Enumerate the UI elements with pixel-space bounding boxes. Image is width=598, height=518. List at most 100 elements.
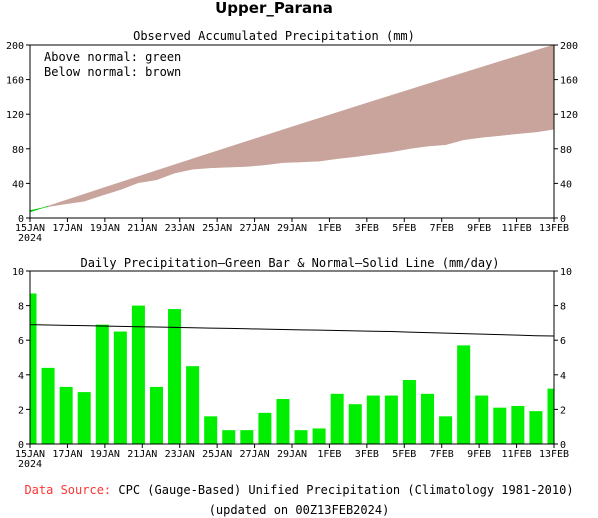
x-tick-label: 13FEB	[539, 223, 569, 234]
x-tick-label: 11FEB	[502, 449, 532, 460]
y-tick-label-left: 10	[12, 267, 24, 278]
accumulated-fill-segment	[156, 164, 175, 181]
daily-bar	[421, 393, 435, 444]
daily-bar	[475, 395, 489, 444]
daily-bar	[168, 309, 182, 444]
bottom-panel-frame	[29, 270, 555, 445]
y-tick-label-left: 0	[18, 440, 24, 451]
top-panel-frame	[29, 44, 555, 219]
x-tick-label: 29JAN	[277, 223, 307, 234]
daily-bar	[402, 379, 416, 444]
x-tick-label: 25JAN	[202, 223, 232, 234]
daily-bar	[529, 411, 543, 444]
daily-bar	[41, 367, 55, 444]
accumulated-fill-segment	[499, 55, 519, 136]
daily-bar	[348, 404, 362, 444]
x-tick-label: 5FEB	[392, 449, 416, 460]
accumulated-fill-segment	[354, 100, 374, 157]
daily-bar	[113, 331, 127, 444]
y-tick-label-left: 120	[6, 110, 24, 121]
daily-bar	[384, 395, 398, 444]
accumulated-fill-segment	[102, 182, 121, 196]
x-tick-label: 1FEB	[317, 223, 341, 234]
y-tick-label-right: 8	[560, 302, 566, 313]
accumulated-fill-segment	[120, 176, 139, 190]
updated-line: (updated on 00Z13FEB2024)	[208, 503, 390, 517]
accumulated-fill-segment	[246, 135, 266, 167]
normal-daily-line	[29, 324, 555, 337]
daily-panel: 0 0 2 2 4 4 6 6 8 8 10 10 15JAN 17JAN 19JAN 21JAN 23JAN 2…	[12, 267, 572, 470]
accumulated-fill-segment	[445, 72, 464, 146]
x-tick-label: 9FEB	[467, 449, 491, 460]
accumulated-fill-segment	[463, 66, 482, 141]
x-tick-label: 17JAN	[52, 449, 82, 460]
accumulated-fill-segment	[427, 78, 446, 147]
accumulated-fill-segment	[138, 170, 157, 184]
accumulated-fill-segment	[174, 158, 193, 174]
accumulated-fill-segment	[300, 117, 320, 163]
top-panel-title: Observed Accumulated Precipitation (mm)	[133, 29, 415, 43]
x-tick-label: 27JAN	[240, 449, 270, 460]
daily-bar	[222, 430, 236, 444]
figure-title: Upper_Parana	[215, 0, 333, 17]
legend-below-normal: Below normal: brown	[44, 65, 181, 79]
daily-bar	[95, 324, 109, 444]
daily-bar	[276, 399, 290, 444]
x-tick-label: 19JAN	[90, 449, 120, 460]
daily-bar	[439, 416, 453, 444]
accumulated-fill-segment	[373, 95, 392, 155]
x-tick-label: 11FEB	[502, 223, 532, 234]
y-tick-label-left: 80	[12, 145, 24, 156]
x-tick-label: 19JAN	[90, 223, 120, 234]
accumulated-fill-segment	[192, 152, 211, 170]
accumulated-fill-segment	[83, 187, 103, 202]
x-tick-label: 7FEB	[430, 223, 454, 234]
x-tick-label: 7FEB	[430, 449, 454, 460]
accumulated-fill-segment	[282, 123, 302, 163]
x-tick-label: 25JAN	[202, 449, 232, 460]
x-tick-label: 3FEB	[355, 449, 379, 460]
y-tick-label-right: 80	[560, 145, 572, 156]
y-tick-label-right: 2	[560, 405, 566, 416]
y-tick-label-left: 2	[18, 405, 24, 416]
bottom-panel-title: Daily Precipitation—Green Bar & Normal—S…	[80, 256, 499, 270]
x-tick-label: 15JAN	[15, 223, 45, 234]
x-tick-label: 29JAN	[277, 449, 307, 460]
accumulated-fill-segment	[481, 61, 501, 138]
accumulated-fill-segment	[517, 50, 537, 134]
x-tick-label: 13FEB	[539, 449, 569, 460]
daily-bar	[312, 428, 326, 444]
x-tick-label: 15JAN	[15, 449, 45, 460]
daily-bar	[186, 366, 200, 444]
data-source-line: Data Source: CPC (Gauge-Based) Unified P…	[0, 483, 598, 497]
y-tick-label-right: 40	[560, 179, 572, 190]
y-tick-label-left: 6	[18, 336, 24, 347]
accumulated-fill-segment	[65, 193, 85, 205]
accumulated-fill-segment	[535, 44, 555, 133]
daily-bar	[149, 386, 163, 444]
y-tick-label-right: 6	[560, 336, 566, 347]
x-year-label: 2024	[18, 459, 42, 470]
y-tick-label-left: 40	[12, 179, 24, 190]
y-tick-label-right: 0	[560, 440, 566, 451]
x-tick-label: 17JAN	[52, 223, 82, 234]
y-tick-label-left: 4	[18, 371, 24, 382]
daily-bar	[457, 345, 471, 444]
y-tick-label-right: 4	[560, 371, 566, 382]
x-tick-label: 9FEB	[467, 223, 491, 234]
daily-bar	[294, 430, 308, 444]
y-tick-label-right: 10	[560, 267, 572, 278]
y-tick-label-left: 0	[18, 214, 24, 225]
accumulated-fill-segment	[210, 146, 230, 169]
daily-bar	[204, 416, 218, 444]
daily-bar	[30, 293, 37, 444]
x-tick-label: 21JAN	[127, 449, 157, 460]
y-tick-label-left: 200	[6, 41, 24, 52]
accumulated-fill-segment	[29, 205, 49, 213]
accumulated-fill-segment	[409, 83, 428, 149]
x-tick-label: 3FEB	[355, 223, 379, 234]
accumulated-fill-segment	[336, 106, 356, 159]
daily-bar	[366, 395, 380, 444]
x-tick-label: 23JAN	[165, 223, 195, 234]
